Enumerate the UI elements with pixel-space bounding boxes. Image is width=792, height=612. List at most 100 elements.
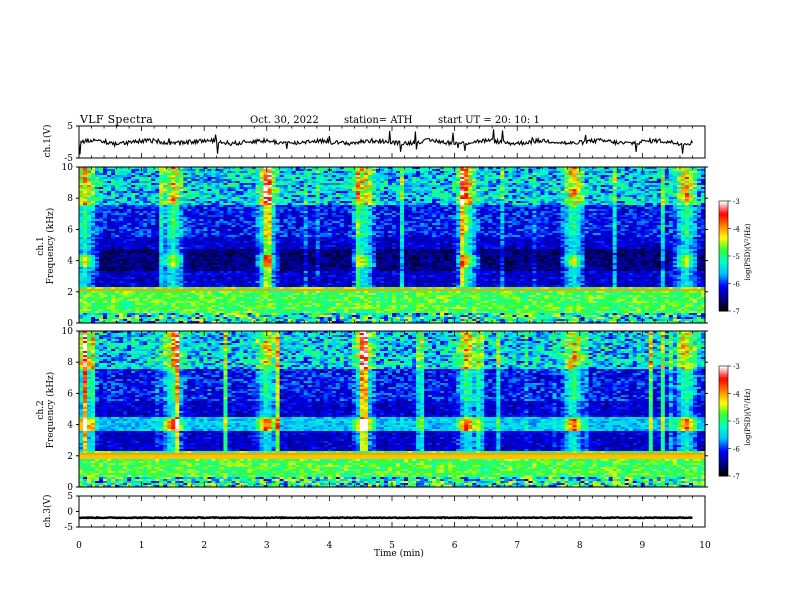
ch1-spectrogram-cell	[183, 229, 188, 232]
ch1-spectrogram-cell	[95, 261, 100, 264]
ch1-spectrogram-cell	[143, 229, 148, 232]
ch1-spectrogram-cell	[111, 315, 116, 318]
ch1-spectrogram-cell	[175, 207, 180, 210]
ch1-spectrogram-cell	[103, 217, 108, 220]
ch1-spectrogram-cell	[211, 265, 217, 268]
ch1-spectrogram-cell	[99, 245, 104, 248]
ch1-spectrogram-cell	[239, 281, 245, 284]
ch1-spectrogram-cell	[131, 213, 136, 216]
ch1-spectrogram-cell	[127, 305, 132, 308]
ch1-spectrogram-cell	[275, 287, 281, 290]
ch1-spectrogram-cell	[111, 259, 116, 262]
ch1-spectrogram-cell	[99, 185, 104, 188]
ch1-spectrogram-cell	[83, 275, 88, 278]
ch1-spectrogram-cell	[235, 259, 241, 262]
ch1-spectrogram-cell	[107, 199, 112, 202]
ch1-spectrogram-cell	[211, 239, 217, 242]
ch1-spectrogram-cell	[227, 169, 233, 172]
ch1-spectrogram-cell	[151, 177, 156, 180]
ch1-spectrogram-cell	[243, 183, 249, 186]
ch1-spectrogram-cell	[83, 171, 88, 174]
ch1-spectrogram-cell	[119, 183, 124, 186]
ch1-spectrogram-cell	[255, 177, 261, 180]
ch1-spectrogram-cell	[215, 259, 221, 262]
ch1-spectrogram-cell	[127, 291, 132, 294]
ch1-spectrogram-cell	[87, 255, 92, 258]
ch1-spectrogram-cell	[271, 211, 277, 214]
ch1-spectrogram-cell	[243, 289, 249, 292]
ch1-spectrogram-cell	[275, 263, 281, 266]
ch1-spectrogram-cell	[79, 171, 84, 174]
ch1-spectrogram-cell	[223, 211, 229, 214]
ch1-spectrogram-cell	[135, 257, 140, 260]
ch1-spectrogram-cell	[147, 317, 152, 320]
ch1-spectrogram-cell	[275, 241, 281, 244]
ch1-spectrogram-cell	[151, 221, 156, 224]
ch1-spectrogram-cell	[143, 277, 148, 280]
ch1-spectrogram-cell	[207, 301, 213, 304]
ch1-spectrogram-cell	[247, 195, 253, 198]
ch1-spectrogram-cell	[251, 195, 257, 198]
ch1-spectrogram-cell	[159, 231, 164, 234]
ch1-spectrogram-cell	[119, 257, 124, 260]
ch1-spectrogram-cell	[223, 307, 229, 310]
ch1-spectrogram-cell	[219, 257, 225, 260]
ch1-spectrogram-cell	[215, 289, 221, 292]
ch1-spectrogram-cell	[139, 177, 144, 180]
ch1-spectrogram-cell	[203, 191, 209, 194]
ch1-spectrogram-cell	[119, 265, 124, 268]
ch1-spectrogram-cell	[147, 167, 152, 170]
ch1-spectrogram-cell	[139, 221, 144, 224]
ch1-spectrogram-cell	[127, 229, 132, 232]
ch1-spectrogram-cell	[251, 267, 257, 270]
ch1-spectrogram-cell	[171, 195, 176, 198]
ch1-spectrogram-cell	[211, 205, 217, 208]
ch1-spectrogram-cell	[195, 311, 200, 314]
ch1-spectrogram-cell	[131, 273, 136, 276]
ch1-spectrogram-cell	[227, 233, 233, 236]
ch1-spectrogram-cell	[115, 185, 120, 188]
ch1-spectrogram-cell	[119, 209, 124, 212]
ch1-spectrogram-cell	[179, 313, 184, 316]
ch1-spectrogram-cell	[255, 209, 261, 212]
ch1-spectrogram-cell	[259, 245, 265, 248]
ch1-spectrogram-cell	[191, 311, 196, 314]
ch1-spectrogram-cell	[83, 221, 88, 224]
ch1-spectrogram-cell	[135, 303, 140, 306]
ch1-spectrogram-cell	[215, 313, 221, 316]
ch1-spectrogram-cell	[235, 219, 241, 222]
ch1-spectrogram-cell	[215, 213, 221, 216]
ch1-spectrogram-cell	[127, 261, 132, 264]
ch1-spectrogram-cell	[207, 285, 213, 288]
ch1-spectrogram-cell	[79, 229, 84, 232]
ch1-spectrogram-cell	[223, 237, 229, 240]
ch1-spectrogram-cell	[151, 189, 156, 192]
ch1-spectrogram-cell	[123, 235, 128, 238]
ch1-spectrogram-cell	[203, 307, 209, 310]
ch1-spectrogram-cell	[191, 305, 196, 308]
ch1-spectrogram-cell	[127, 293, 132, 296]
ch1-spectrogram-cell	[143, 245, 148, 248]
ch1-spectrogram-cell	[99, 177, 104, 180]
ch1-spectrogram-cell	[195, 283, 200, 286]
ch1-spectrogram-cell	[127, 197, 132, 200]
ch1-spectrogram-cell	[91, 261, 96, 264]
ch1-spectrogram-cell	[179, 291, 184, 294]
ch1-spectrogram-cell	[227, 235, 233, 238]
ch1-spectrogram-cell	[119, 187, 124, 190]
ch1-spectrogram-cell	[155, 255, 160, 258]
ch1-spectrogram-cell	[231, 209, 237, 212]
ch1-spectrogram-cell	[127, 189, 132, 192]
ch1-spectrogram-cell	[167, 187, 172, 190]
ch1-spectrogram-cell	[175, 215, 180, 218]
ch1-spectrogram-cell	[263, 235, 269, 238]
ch1-spectrogram-cell	[275, 197, 281, 200]
ch1-spectrogram-cell	[267, 209, 273, 212]
ch1-spectrogram-cell	[235, 315, 241, 318]
ch1-spectrogram-cell	[103, 185, 108, 188]
ch1-spectrogram-cell	[203, 257, 209, 260]
ch1-spectrogram-cell	[283, 287, 289, 290]
ch1-spectrogram-cell	[199, 251, 204, 254]
ch1-spectrogram-cell	[283, 251, 289, 254]
ch1-spectrogram-cell	[275, 291, 281, 294]
